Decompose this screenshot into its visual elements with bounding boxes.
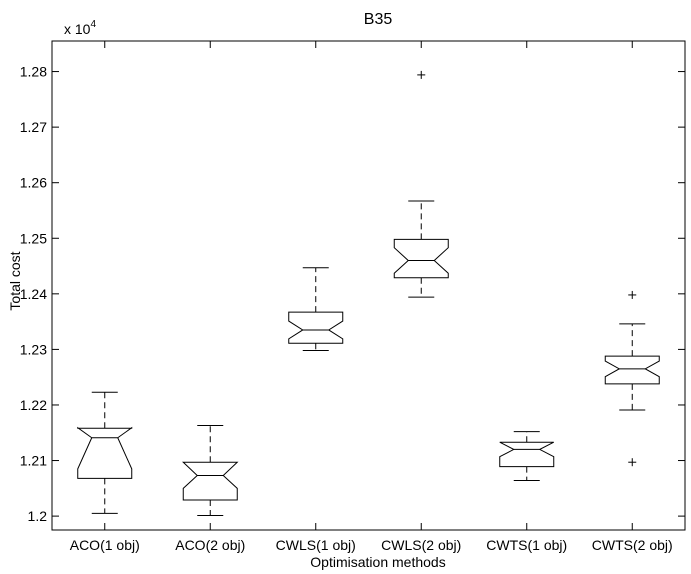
y-tick-label: 1.27: [20, 119, 47, 135]
y-tick-label: 1.23: [20, 341, 47, 357]
x-tick-label: ACO(1 obj): [70, 537, 140, 553]
y-multiplier: x 104: [64, 19, 96, 37]
box-body: [288, 311, 344, 344]
plot-frame: [51, 40, 686, 531]
x-tick-label: CWLS(2 obj): [381, 537, 461, 553]
outlier-marker: [417, 70, 426, 79]
x-tick-label: CWLS(1 obj): [276, 537, 356, 553]
box-body: [182, 461, 239, 501]
x-tick-label: CWTS(2 obj): [592, 537, 673, 553]
y-tick-label: 1.24: [20, 286, 47, 302]
y-tick-label: 1.22: [20, 397, 47, 413]
y-tick-label: 1.28: [20, 64, 47, 80]
y-tick-label: 1.2: [28, 508, 48, 524]
x-tick-label: CWTS(1 obj): [486, 537, 567, 553]
y-axis-title: Total cost: [7, 251, 23, 310]
box-6: [604, 290, 660, 467]
box-5: [499, 431, 555, 482]
x-axis-title: Optimisation methods: [310, 554, 445, 570]
box-4: [393, 70, 449, 298]
box-body: [393, 238, 449, 279]
y-multiplier-exponent: 4: [90, 19, 96, 30]
box-3: [288, 267, 344, 352]
box-2: [182, 425, 239, 517]
box-body: [604, 355, 660, 385]
y-tick-label: 1.21: [20, 453, 47, 469]
x-tick-label: ACO(2 obj): [175, 537, 245, 553]
y-tick-label: 1.26: [20, 175, 47, 191]
outlier-marker: [628, 290, 637, 299]
box-1: [77, 391, 133, 514]
box-body: [499, 441, 555, 468]
y-tick-label: 1.25: [20, 230, 47, 246]
chart-title: B35: [364, 11, 393, 28]
box-body: [77, 426, 133, 479]
outlier-marker: [628, 458, 637, 467]
y-multiplier-prefix: x 10: [64, 21, 91, 37]
